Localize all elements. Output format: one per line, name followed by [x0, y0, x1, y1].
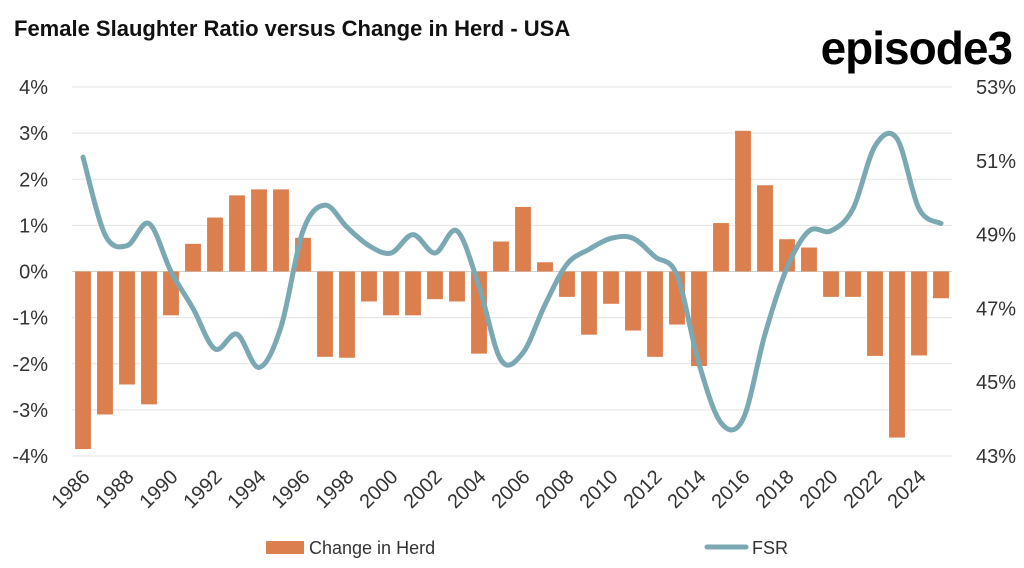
bar-change-in-herd — [317, 271, 333, 357]
x-axis-tick-label: 2018 — [752, 466, 799, 513]
x-axis-tick-label: 2010 — [576, 466, 623, 513]
left-axis-tick-label: -1% — [12, 308, 48, 330]
bar-change-in-herd — [559, 271, 575, 297]
legend-label-fsr: FSR — [752, 538, 788, 558]
bar-change-in-herd — [867, 271, 883, 356]
bar-change-in-herd — [625, 271, 641, 331]
right-axis-tick-label: 49% — [976, 225, 1016, 247]
bar-change-in-herd — [845, 271, 861, 297]
x-axis-tick-label: 2012 — [620, 466, 667, 513]
x-axis: 1986198819901992199419961998200020022004… — [48, 466, 931, 513]
x-axis-tick-label: 2024 — [884, 466, 931, 513]
bar-change-in-herd — [405, 271, 421, 316]
x-axis-tick-label: 1990 — [136, 466, 183, 513]
bar-change-in-herd — [735, 130, 751, 272]
bars — [75, 130, 949, 450]
bar-change-in-herd — [757, 185, 773, 272]
bar-change-in-herd — [119, 271, 135, 385]
bar-change-in-herd — [97, 271, 113, 415]
left-axis-tick-label: -2% — [12, 354, 48, 376]
bar-change-in-herd — [801, 247, 817, 272]
bar-change-in-herd — [251, 189, 267, 272]
bar-change-in-herd — [75, 271, 91, 450]
fsr-line — [80, 130, 944, 433]
bar-change-in-herd — [889, 271, 905, 438]
bar-change-in-herd — [647, 271, 663, 357]
legend-label-change-in-herd: Change in Herd — [309, 538, 435, 558]
bar-change-in-herd — [273, 189, 289, 272]
x-axis-tick-label: 2016 — [708, 466, 755, 513]
left-axis-tick-label: -4% — [12, 446, 48, 468]
bar-change-in-herd — [427, 271, 443, 300]
x-axis-tick-label: 1986 — [48, 466, 95, 513]
bar-change-in-herd — [185, 243, 201, 272]
x-axis-tick-label: 2022 — [840, 466, 887, 513]
right-axis-tick-label: 45% — [976, 372, 1016, 394]
x-axis-tick-label: 2002 — [400, 466, 447, 513]
right-axis: 53% 51% 49% 47% 45% 43% — [976, 77, 1016, 468]
bar-change-in-herd — [911, 271, 927, 356]
bar-change-in-herd — [823, 271, 839, 297]
x-axis-tick-label: 2000 — [356, 466, 403, 513]
right-axis-tick-label: 47% — [976, 298, 1016, 320]
bar-change-in-herd — [361, 271, 377, 302]
right-axis-tick-label: 53% — [976, 77, 1016, 99]
x-axis-tick-label: 1996 — [268, 466, 315, 513]
x-axis-tick-label: 1998 — [312, 466, 359, 513]
bar-change-in-herd — [515, 206, 531, 272]
right-axis-tick-label: 51% — [976, 151, 1016, 173]
left-axis-tick-label: 4% — [19, 77, 48, 99]
left-axis-tick-label: 0% — [19, 262, 48, 284]
bar-change-in-herd — [537, 262, 553, 272]
left-axis: 4% 3% 2% 1% 0% -1% -2% -3% -4% — [12, 77, 48, 468]
x-axis-tick-label: 1988 — [92, 466, 139, 513]
x-axis-tick-label: 1994 — [224, 466, 271, 513]
chart-title: Female Slaughter Ratio versus Change in … — [14, 16, 570, 41]
x-axis-tick-label: 1992 — [180, 466, 227, 513]
x-axis-tick-label: 2004 — [444, 466, 491, 513]
gridlines — [72, 86, 952, 457]
left-axis-tick-label: -3% — [12, 400, 48, 422]
bar-change-in-herd — [229, 195, 245, 272]
bar-change-in-herd — [141, 271, 157, 405]
bar-change-in-herd — [581, 271, 597, 335]
x-axis-tick-label: 2020 — [796, 466, 843, 513]
legend-swatch-change-in-herd — [266, 541, 304, 554]
bar-change-in-herd — [383, 271, 399, 316]
bar-change-in-herd — [339, 271, 355, 358]
left-axis-tick-label: 1% — [19, 215, 48, 237]
right-axis-tick-label: 43% — [976, 446, 1016, 468]
bar-change-in-herd — [603, 271, 619, 304]
line-fsr — [80, 130, 944, 433]
bar-change-in-herd — [713, 223, 729, 272]
x-axis-tick-label: 2006 — [488, 466, 535, 513]
bar-change-in-herd — [207, 217, 223, 272]
bar-change-in-herd — [493, 241, 509, 272]
episode3-logo: episode3 — [821, 22, 1012, 74]
x-axis-tick-label: 2014 — [664, 466, 711, 513]
bar-change-in-herd — [449, 271, 465, 302]
legend: Change in Herd FSR — [266, 538, 788, 558]
x-axis-tick-label: 2008 — [532, 466, 579, 513]
left-axis-tick-label: 3% — [19, 123, 48, 145]
bar-change-in-herd — [933, 271, 949, 299]
left-axis-tick-label: 2% — [19, 169, 48, 191]
